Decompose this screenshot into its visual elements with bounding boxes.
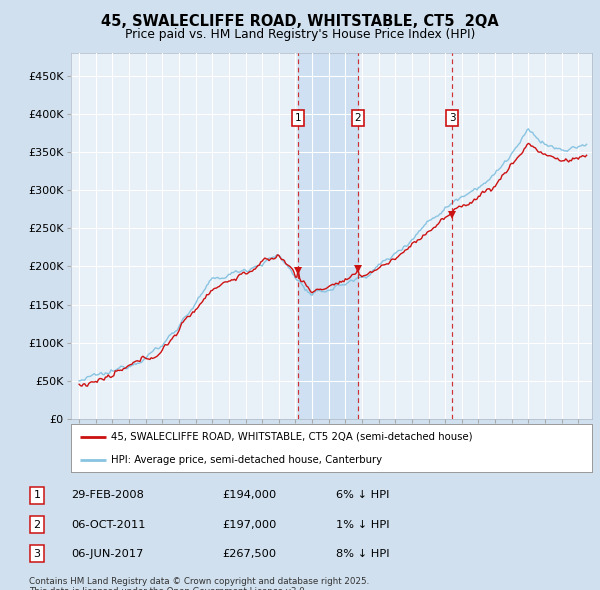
- Text: £197,000: £197,000: [222, 520, 276, 530]
- Text: 06-JUN-2017: 06-JUN-2017: [71, 549, 143, 559]
- Text: 1: 1: [295, 113, 302, 123]
- Text: 06-OCT-2011: 06-OCT-2011: [71, 520, 146, 530]
- Text: £267,500: £267,500: [222, 549, 276, 559]
- Text: 29-FEB-2008: 29-FEB-2008: [71, 490, 144, 500]
- Text: £194,000: £194,000: [222, 490, 276, 500]
- Text: 1: 1: [34, 490, 41, 500]
- Text: 45, SWALECLIFFE ROAD, WHITSTABLE, CT5  2QA: 45, SWALECLIFFE ROAD, WHITSTABLE, CT5 2Q…: [101, 14, 499, 29]
- Text: 2: 2: [34, 520, 41, 530]
- Text: HPI: Average price, semi-detached house, Canterbury: HPI: Average price, semi-detached house,…: [112, 455, 383, 465]
- Bar: [298, 53, 358, 419]
- Text: 6% ↓ HPI: 6% ↓ HPI: [335, 490, 389, 500]
- Text: 8% ↓ HPI: 8% ↓ HPI: [335, 549, 389, 559]
- Text: 3: 3: [34, 549, 41, 559]
- Text: Contains HM Land Registry data © Crown copyright and database right 2025.
This d: Contains HM Land Registry data © Crown c…: [29, 577, 369, 590]
- Text: 3: 3: [449, 113, 455, 123]
- Text: 1% ↓ HPI: 1% ↓ HPI: [335, 520, 389, 530]
- Text: 2: 2: [355, 113, 361, 123]
- Text: Price paid vs. HM Land Registry's House Price Index (HPI): Price paid vs. HM Land Registry's House …: [125, 28, 475, 41]
- Text: 45, SWALECLIFFE ROAD, WHITSTABLE, CT5 2QA (semi-detached house): 45, SWALECLIFFE ROAD, WHITSTABLE, CT5 2Q…: [112, 432, 473, 442]
